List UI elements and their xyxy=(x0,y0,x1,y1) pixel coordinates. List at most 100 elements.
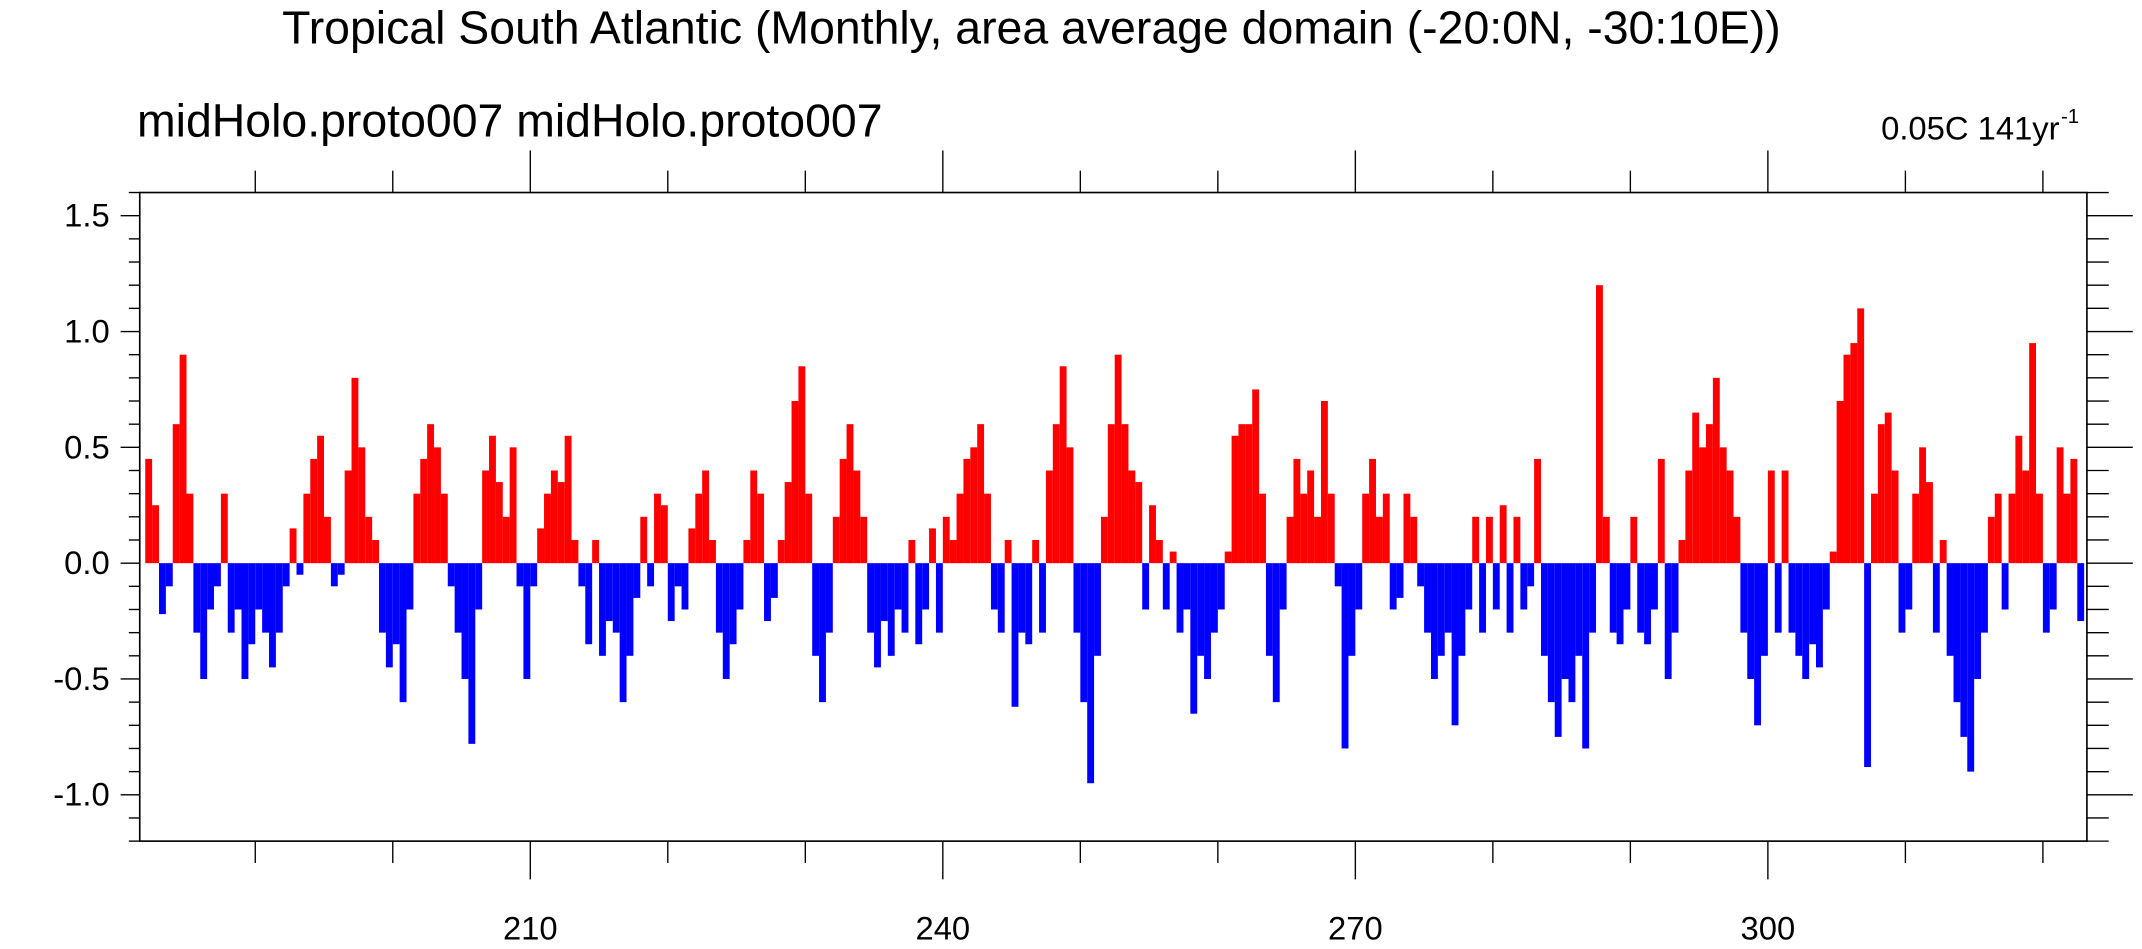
bar xyxy=(214,563,221,587)
bar xyxy=(489,435,496,564)
bar xyxy=(248,563,256,645)
bar xyxy=(674,563,682,587)
bar xyxy=(1032,539,1040,564)
bar xyxy=(1451,563,1459,726)
bar xyxy=(1589,563,1596,633)
bar xyxy=(874,563,881,668)
bar xyxy=(1788,563,1796,633)
bar xyxy=(1396,563,1404,598)
bar xyxy=(1128,470,1136,564)
bar xyxy=(1479,563,1486,633)
bar xyxy=(207,563,215,610)
bar xyxy=(1974,563,1982,679)
bar xyxy=(523,563,531,679)
bar xyxy=(887,563,895,656)
bar xyxy=(1052,424,1060,564)
bar xyxy=(908,539,916,564)
bar xyxy=(743,539,751,564)
bar xyxy=(1650,563,1658,610)
bar xyxy=(1073,563,1081,633)
bar xyxy=(365,516,373,564)
bar xyxy=(784,482,792,564)
axes: 1.5 1.0 0.5 0.0 -0.5 -1.0 210 240 270 300 xyxy=(53,150,2133,946)
bar xyxy=(461,563,469,679)
bar xyxy=(977,424,985,564)
bar xyxy=(372,539,380,564)
bar xyxy=(571,539,579,564)
bar xyxy=(159,563,166,615)
bar xyxy=(1774,563,1782,633)
y-tick-label: 1.5 xyxy=(64,197,110,234)
bar xyxy=(1039,563,1046,633)
bar xyxy=(1568,563,1576,703)
bar xyxy=(1087,563,1095,784)
chart-title: Tropical South Atlantic (Monthly, area a… xyxy=(282,2,1781,54)
bar xyxy=(1761,563,1768,656)
plot-frame xyxy=(138,191,2088,842)
bar xyxy=(516,563,524,587)
bar xyxy=(654,493,661,564)
bar xyxy=(2008,493,2016,564)
bar xyxy=(1712,377,1720,564)
bar xyxy=(1719,447,1727,564)
bar xyxy=(1816,563,1823,668)
bar xyxy=(1822,563,1830,610)
bar xyxy=(1884,412,1892,564)
bar xyxy=(544,493,551,564)
bar xyxy=(1616,563,1624,645)
bar xyxy=(1149,505,1156,564)
bar xyxy=(1960,563,1968,737)
subtitle-right: 0.05C 141yr xyxy=(1881,109,2060,146)
bar xyxy=(709,539,716,564)
bar xyxy=(1362,493,1370,564)
bar xyxy=(1575,563,1583,656)
bar xyxy=(715,563,723,633)
bar xyxy=(1403,493,1411,564)
bar xyxy=(1919,447,1927,564)
bar xyxy=(413,493,421,564)
bar xyxy=(2042,563,2050,633)
bar xyxy=(1912,493,1920,564)
bar xyxy=(1259,493,1266,564)
bar xyxy=(1829,551,1837,564)
bar xyxy=(1905,563,1913,610)
bar xyxy=(990,563,998,610)
bar xyxy=(2077,563,2085,622)
bar xyxy=(1836,401,1844,564)
bar xyxy=(1080,563,1088,703)
bar xyxy=(337,563,345,575)
bar xyxy=(1307,470,1315,564)
bar xyxy=(447,563,455,587)
bar xyxy=(2063,493,2071,564)
bar xyxy=(1609,563,1617,633)
bar xyxy=(1327,493,1335,564)
bar xyxy=(495,482,503,564)
bar xyxy=(860,516,868,564)
bar xyxy=(2015,435,2023,564)
bar xyxy=(1657,458,1665,564)
bar xyxy=(200,563,208,679)
bar xyxy=(1348,563,1356,656)
bar xyxy=(633,563,641,598)
bar xyxy=(1561,563,1569,679)
bar xyxy=(1410,516,1418,564)
bar xyxy=(1644,563,1651,645)
bar xyxy=(798,366,806,564)
bar xyxy=(1802,563,1810,679)
bar xyxy=(1176,563,1184,633)
bar xyxy=(392,563,400,645)
bar xyxy=(970,447,978,564)
bar xyxy=(956,493,964,564)
bar xyxy=(1217,563,1225,610)
bar xyxy=(1726,470,1734,564)
bar xyxy=(880,563,888,622)
bar xyxy=(145,458,153,564)
bar xyxy=(1018,563,1026,633)
bar xyxy=(262,563,270,633)
bar xyxy=(1190,563,1198,714)
bar xyxy=(1767,470,1775,564)
bar xyxy=(839,458,847,564)
bar xyxy=(1987,516,1995,564)
bar xyxy=(832,516,840,564)
bar xyxy=(963,458,971,564)
